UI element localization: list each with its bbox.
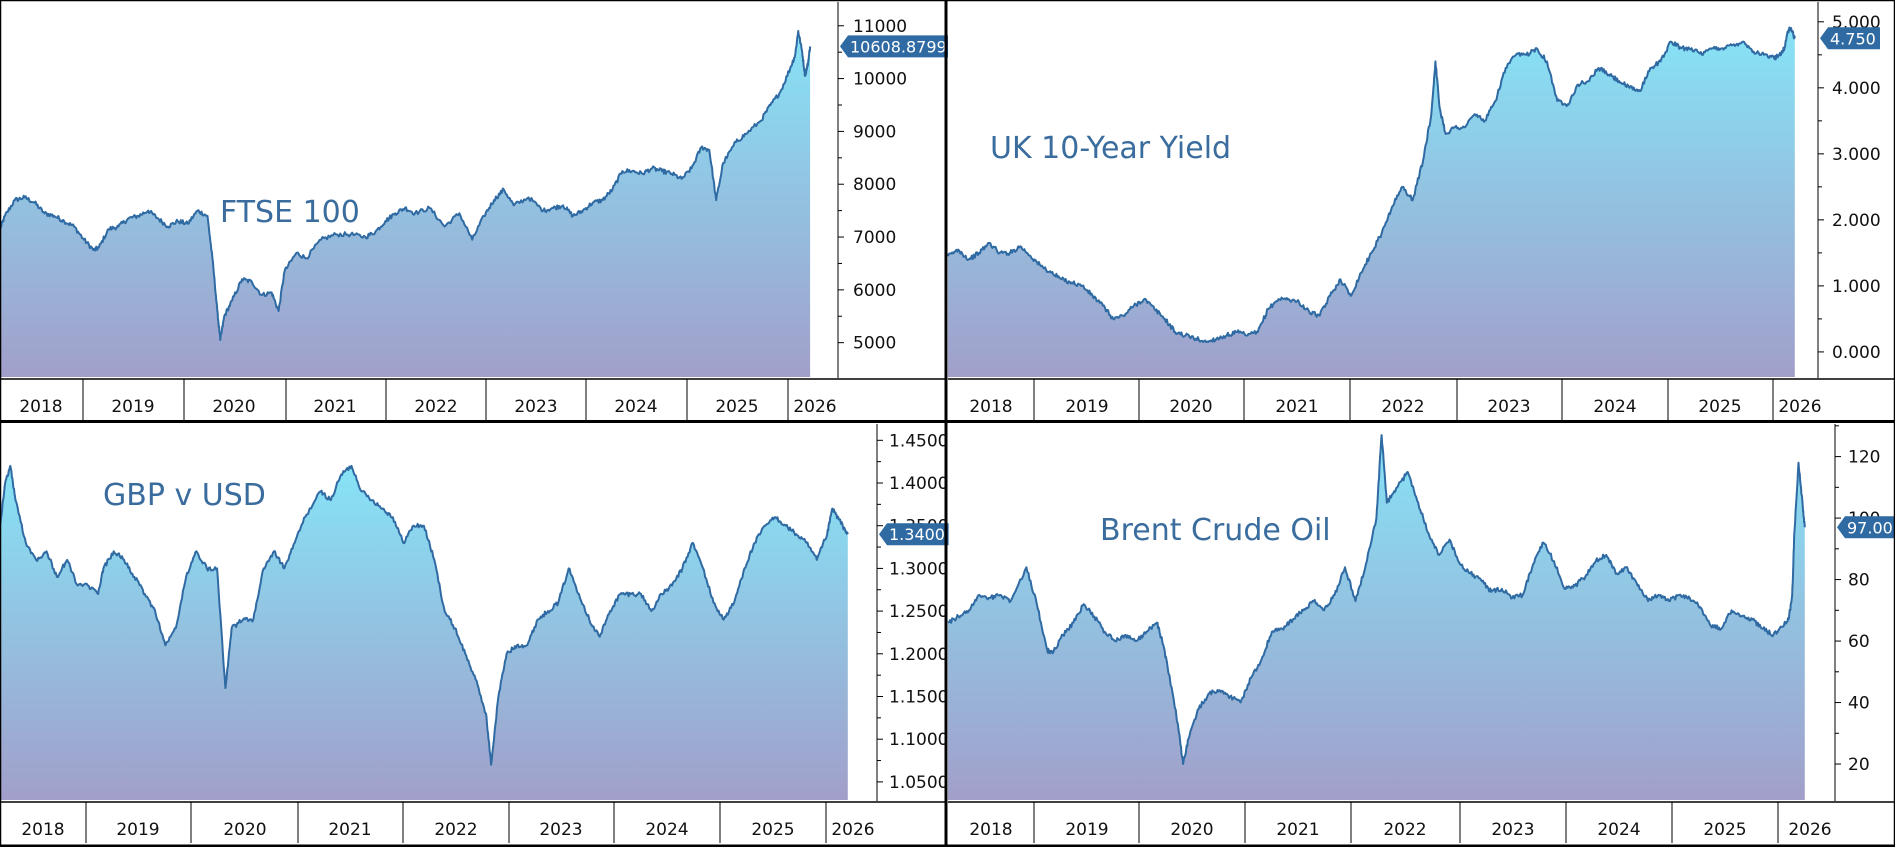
y-tick-label: 40: [1848, 694, 1870, 714]
x-tick-label: 2024: [1597, 820, 1640, 840]
x-tick-label: 2018: [21, 820, 64, 840]
x-tick-label: 2024: [614, 397, 657, 417]
panel-gbp-v-usd: GBP v USD1.45001.40001.35001.30001.25001…: [0, 424, 949, 843]
panel-uk-10-year-yield: UK 10-Year Yield5.0004.0003.0002.0001.00…: [947, 2, 1895, 420]
x-tick-label: 2022: [414, 397, 457, 417]
series-line-brent-crude-oil: [947, 434, 1806, 765]
x-tick-label: 2025: [1698, 397, 1741, 417]
y-tick-label: 4.000: [1832, 79, 1881, 99]
x-tick-label: 2018: [969, 397, 1012, 417]
series-line-gbp-v-usd: [0, 464, 849, 766]
x-tick-label: 2021: [328, 820, 371, 840]
y-tick-label: 1.1000: [889, 730, 948, 750]
y-tick-label: 1.000: [1832, 277, 1881, 297]
x-tick-label: 2021: [313, 397, 356, 417]
x-tick-label: 2019: [111, 397, 154, 417]
x-tick-label: 2022: [434, 820, 477, 840]
area-fill-gbp-v-usd: [0, 465, 848, 800]
chart-title-gbp-v-usd: GBP v USD: [103, 478, 266, 513]
last-value-badge: [840, 35, 948, 58]
x-tick-label: 2021: [1276, 820, 1319, 840]
y-tick-label: 60: [1848, 632, 1870, 652]
y-tick-label: 6000: [853, 281, 896, 301]
x-tick-label: 2026: [793, 397, 836, 417]
y-tick-label: 10000: [853, 70, 907, 90]
panel-brent-crude-oil: Brent Crude Oil1201008060402020182019202…: [947, 424, 1895, 843]
last-value-badge: [1820, 27, 1880, 50]
series-line-ftse-100: [0, 30, 812, 341]
series-line-uk-10-year-yield: [947, 26, 1796, 343]
y-tick-label: 7000: [853, 228, 896, 248]
chart-title-brent-crude-oil: Brent Crude Oil: [1100, 513, 1331, 548]
x-tick-label: 2026: [1778, 397, 1821, 417]
area-fill-brent-crude-oil: [948, 435, 1805, 800]
x-tick-label: 2025: [751, 820, 794, 840]
x-tick-label: 2026: [831, 820, 874, 840]
x-tick-label: 2020: [212, 397, 255, 417]
y-tick-label: 3.000: [1832, 145, 1881, 165]
area-fill-uk-10-year-yield: [948, 27, 1795, 377]
x-tick-label: 2019: [1065, 397, 1108, 417]
panel-ftse-100: FTSE 100 11000 10000 9000 8000 7000 6000 5000 20…: [0, 2, 948, 420]
y-tick-label: 1.4500: [889, 431, 948, 451]
y-tick-label: 2.000: [1832, 211, 1881, 231]
x-tick-label: 2024: [1593, 397, 1636, 417]
x-tick-label: 2025: [1703, 820, 1746, 840]
last-value-label: 10608.8799: [850, 37, 947, 56]
y-tick-label: 9000: [853, 122, 896, 142]
last-value-label: 4.750: [1830, 29, 1876, 48]
last-value-badge: [1837, 516, 1895, 539]
y-tick-label: 1.2000: [889, 645, 948, 665]
y-tick-label: 0.000: [1832, 343, 1881, 363]
last-value-badge: [879, 523, 949, 546]
y-tick-label: 1.0500: [889, 773, 948, 793]
chart-title-ftse-100: FTSE 100: [220, 195, 360, 230]
chart-title-uk-10-year-yield: UK 10-Year Yield: [990, 131, 1231, 166]
x-tick-label: 2018: [19, 397, 62, 417]
x-tick-label: 2023: [1491, 820, 1534, 840]
y-tick-label: 1.4000: [889, 474, 948, 494]
x-tick-label: 2024: [645, 820, 688, 840]
x-tick-label: 2023: [1487, 397, 1530, 417]
last-value-label: 97.00: [1847, 518, 1893, 537]
y-tick-label: 5000: [853, 334, 896, 354]
area-fill-ftse-100: [0, 31, 811, 377]
x-tick-label: 2020: [223, 820, 266, 840]
x-tick-label: 2023: [539, 820, 582, 840]
y-tick-label: 1.3000: [889, 559, 948, 579]
y-tick-label: 1.1500: [889, 687, 948, 707]
x-tick-label: 2019: [1065, 820, 1108, 840]
x-tick-label: 2026: [1788, 820, 1831, 840]
x-tick-label: 2021: [1275, 397, 1318, 417]
x-tick-label: 2025: [715, 397, 758, 417]
x-tick-label: 2018: [969, 820, 1012, 840]
x-tick-label: 2022: [1381, 397, 1424, 417]
x-tick-label: 2020: [1170, 820, 1213, 840]
y-tick-label: 8000: [853, 175, 896, 195]
x-tick-label: 2019: [116, 820, 159, 840]
y-tick-label: 1.2500: [889, 602, 948, 622]
y-tick-label: 80: [1848, 571, 1870, 591]
x-tick-label: 2023: [514, 397, 557, 417]
y-tick-label: 20: [1848, 755, 1870, 775]
x-tick-label: 2022: [1383, 820, 1426, 840]
y-tick-label: 11000: [853, 17, 907, 37]
x-tick-label: 2020: [1169, 397, 1212, 417]
last-value-label: 1.3400: [889, 525, 945, 544]
y-tick-label: 120: [1848, 448, 1880, 468]
